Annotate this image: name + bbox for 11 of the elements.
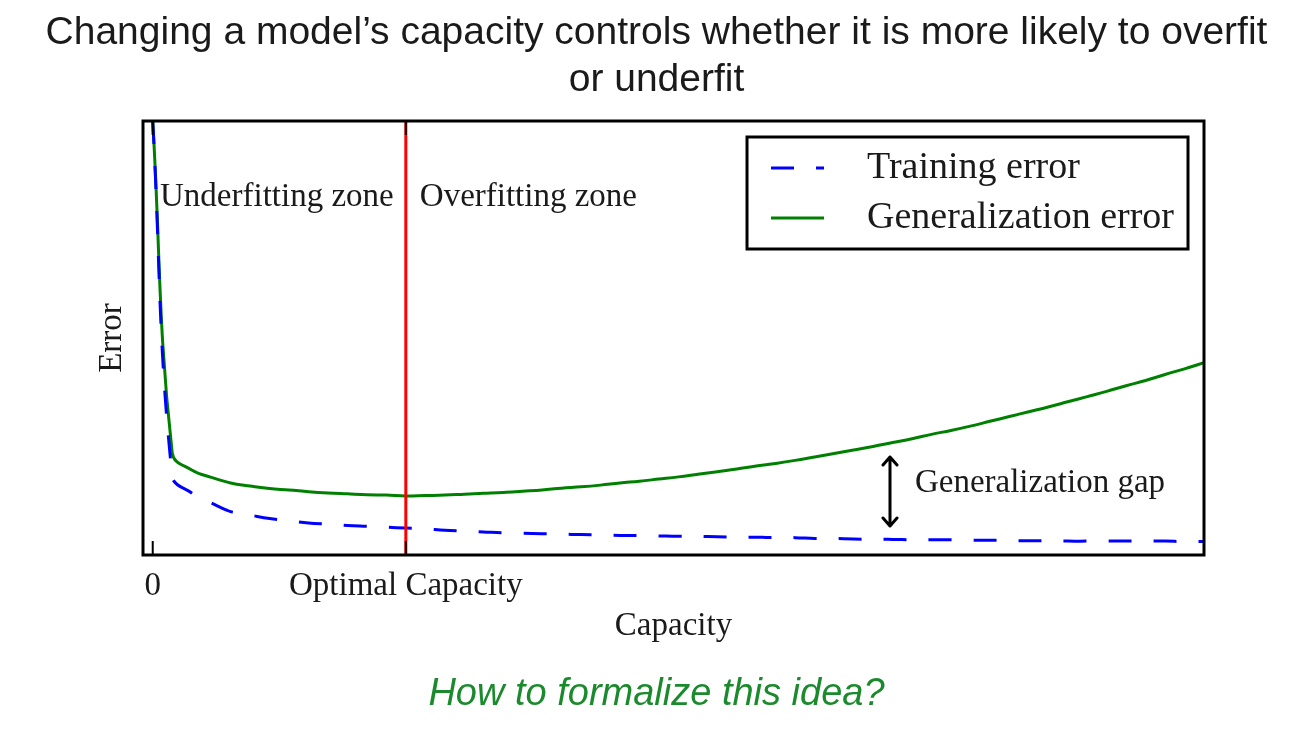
y-axis-title: Error	[92, 303, 129, 373]
x-axis-title: Capacity	[614, 605, 733, 642]
legend-label: Training error	[867, 143, 1081, 186]
x-tick-label: 0	[144, 566, 161, 603]
text: How to formalize this idea?	[428, 670, 885, 714]
annotation: Overfitting zone	[419, 176, 637, 213]
annotation: Generalization gap	[914, 462, 1166, 499]
legend-label: Generalization error	[867, 193, 1175, 236]
x-tick-label: Optimal Capacity	[288, 566, 524, 603]
chart-title: Changing a model’s capacity controls whether it is more likely to overfit or underfit	[44, 8, 1269, 101]
annotation: Underfitting zone	[160, 176, 394, 213]
